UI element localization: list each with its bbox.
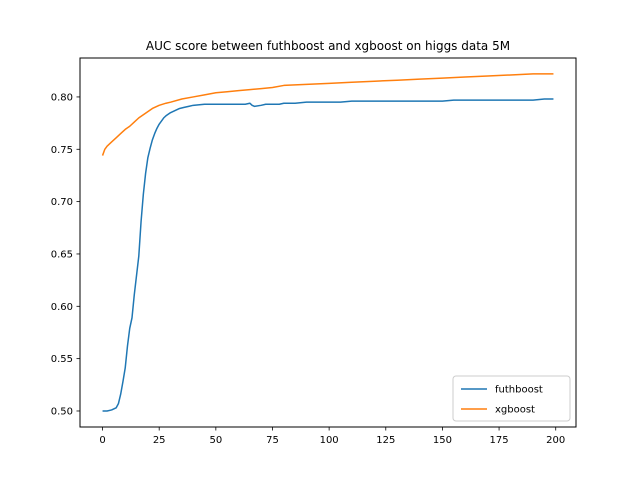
x-tick-label: 175 bbox=[490, 435, 509, 446]
x-tick-label: 75 bbox=[266, 435, 279, 446]
series-line-futhboost bbox=[102, 98, 554, 412]
y-tick-label: 0.50 bbox=[51, 406, 73, 417]
x-axis: 0 25 50 75 100 125 150 175 200 bbox=[99, 427, 565, 446]
x-tick-label: 0 bbox=[99, 435, 105, 446]
y-tick-label: 0.70 bbox=[51, 197, 73, 208]
x-tick-label: 100 bbox=[320, 435, 339, 446]
y-tick-label: 0.55 bbox=[51, 354, 73, 365]
plot-area bbox=[101, 73, 554, 412]
y-axis: 0.50 0.55 0.60 0.65 0.70 0.75 0.80 bbox=[51, 92, 80, 417]
chart-title: AUC score between futhboost and xgboost … bbox=[146, 39, 510, 53]
y-tick-label: 0.80 bbox=[51, 92, 73, 103]
axes-frame bbox=[79, 57, 577, 428]
y-tick-label: 0.75 bbox=[51, 145, 73, 156]
legend-label-xgboost: xgboost bbox=[495, 405, 535, 416]
legend-label-futhboost: futhboost bbox=[495, 385, 543, 396]
x-tick-label: 200 bbox=[546, 435, 565, 446]
x-tick-label: 125 bbox=[376, 435, 395, 446]
y-tick-label: 0.60 bbox=[51, 302, 73, 313]
series-line-xgboost bbox=[101, 73, 554, 156]
x-tick-label: 25 bbox=[153, 435, 166, 446]
y-tick-label: 0.65 bbox=[51, 249, 73, 260]
x-tick-label: 50 bbox=[209, 435, 222, 446]
legend: futhboost xgboost bbox=[452, 375, 571, 422]
x-tick-label: 150 bbox=[433, 435, 452, 446]
